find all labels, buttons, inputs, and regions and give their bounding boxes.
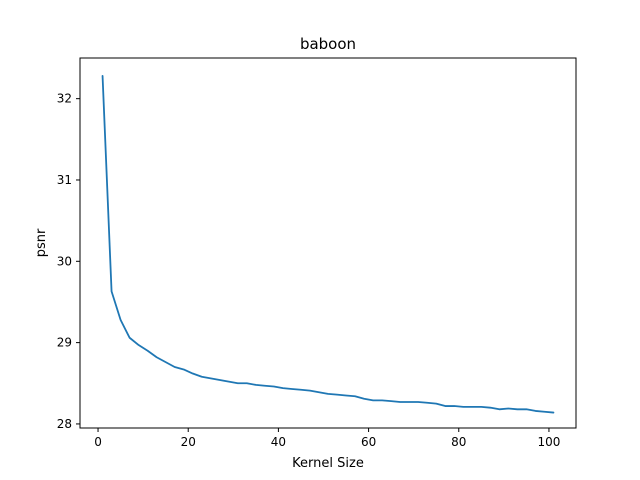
x-tick-label: 80 — [451, 435, 466, 449]
axis-ticks: 0 20 40 60 80 100 28 29 30 31 32 — [57, 92, 561, 449]
y-tick-label: 32 — [57, 92, 72, 106]
series-line — [101, 74, 555, 414]
x-axis-label: Kernel Size — [292, 456, 364, 471]
y-axis-label: psnr — [34, 228, 49, 257]
y-tick-label: 30 — [57, 254, 72, 268]
plot-frame — [79, 57, 577, 429]
x-tick-label: 60 — [361, 435, 376, 449]
x-tick-label: 0 — [94, 435, 102, 449]
y-tick-label: 28 — [57, 417, 72, 431]
x-tick-label: 100 — [537, 435, 560, 449]
plot-area — [101, 74, 555, 414]
y-tick-label: 31 — [57, 173, 72, 187]
x-tick-label: 40 — [271, 435, 286, 449]
y-tick-label: 29 — [57, 336, 72, 350]
chart-title: baboon — [300, 35, 356, 53]
x-tick-label: 20 — [181, 435, 196, 449]
